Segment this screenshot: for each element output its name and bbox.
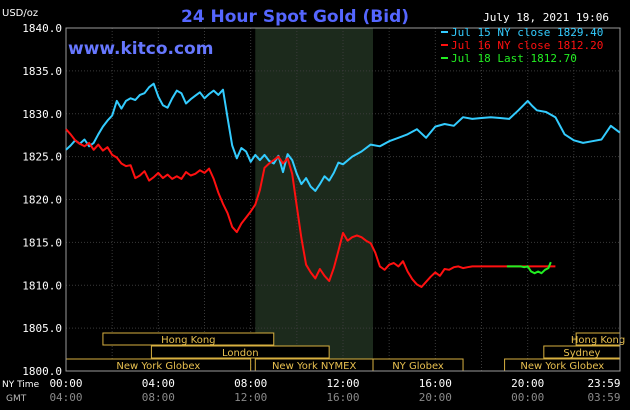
plot-frame [65, 27, 621, 372]
ny-time-label: NY Time [2, 380, 40, 390]
market-bar: Hong Kong [102, 332, 275, 346]
series-line [65, 82, 621, 192]
market-bar: London [150, 345, 330, 359]
market-bar-label: New York Globex [520, 361, 604, 372]
x-tick-label-gmt: 12:00 [234, 391, 267, 404]
x-tick-label-ny: 04:00 [142, 377, 175, 390]
market-bar-label: NY Globex [392, 361, 444, 372]
x-tick-label-ny: 20:00 [511, 377, 544, 390]
x-tick-label-ny: 12:00 [326, 377, 359, 390]
y-tick-label: 1825.0 [22, 151, 62, 164]
market-bar: New York Globex [65, 358, 252, 372]
y-tick-label: 1830.0 [22, 108, 62, 121]
y-axis-tick-labels: 1840.0 1835.0 1830.0 1825.0 1820.0 1815.0 1810… [22, 22, 62, 378]
y-tick-label: 1820.0 [22, 194, 62, 207]
market-session-bars: Hong Kong Hong Kong London Sydney New York G… [65, 332, 625, 372]
market-bar-box [102, 332, 275, 346]
y-tick-label: 1835.0 [22, 65, 62, 78]
x-tick-label-ny: 23:59 [587, 377, 620, 390]
website-label: www.kitco.com [68, 39, 213, 59]
market-bar-label: New York Globex [116, 361, 200, 372]
market-bar-label: Hong Kong [571, 335, 625, 346]
market-bar: Sydney [543, 345, 621, 359]
market-bar-label: New York NYMEX [272, 361, 357, 372]
market-bar: New York Globex [504, 358, 621, 372]
legend-entry: Jul 15 NY close 1829.40 [451, 26, 603, 39]
y-tick-label: 1805.0 [22, 322, 62, 335]
market-bar-label: London [222, 348, 259, 359]
unit-label: USD/oz [2, 8, 38, 19]
legend-entry: Jul 16 NY close 1812.20 [451, 39, 603, 52]
x-tick-label-gmt: 16:00 [326, 391, 359, 404]
y-tick-label: 1840.0 [22, 22, 62, 35]
x-tick-label-ny: 08:00 [234, 377, 267, 390]
y-tick-label: 1815.0 [22, 236, 62, 249]
chart-title: 24 Hour Spot Gold (Bid) [181, 7, 409, 27]
market-bar-box [150, 345, 330, 359]
market-bar: New York NYMEX [254, 358, 374, 372]
x-tick-label-gmt: 08:00 [142, 391, 175, 404]
price-series [65, 82, 621, 288]
x-tick-label-ny: 16:00 [419, 377, 452, 390]
x-tick-label-gmt: 03:59 [587, 391, 620, 404]
market-bar: NY Globex [372, 358, 464, 372]
gmt-label: GMT [6, 394, 27, 404]
x-tick-label-gmt: 00:00 [511, 391, 544, 404]
x-tick-label-gmt: 04:00 [49, 391, 82, 404]
legend-entry: Jul 18 Last 1812.70 [451, 52, 577, 65]
series-line [65, 128, 556, 288]
grid-lines [65, 27, 621, 372]
x-tick-label-gmt: 20:00 [419, 391, 452, 404]
market-bar: Hong Kong [571, 332, 625, 346]
nymex-session-shading [255, 28, 374, 371]
y-tick-label: 1800.0 [22, 365, 62, 378]
series-line [506, 261, 552, 275]
x-axis-tick-labels: 00:0004:0004:0008:0008:0012:0012:0016:00… [49, 377, 620, 404]
y-tick-label: 1810.0 [22, 279, 62, 292]
date-label: July 18, 2021 19:06 [483, 11, 609, 24]
x-tick-label-ny: 00:00 [49, 377, 82, 390]
market-bar-label: Sydney [563, 348, 600, 359]
market-bar-label: Hong Kong [161, 335, 215, 346]
